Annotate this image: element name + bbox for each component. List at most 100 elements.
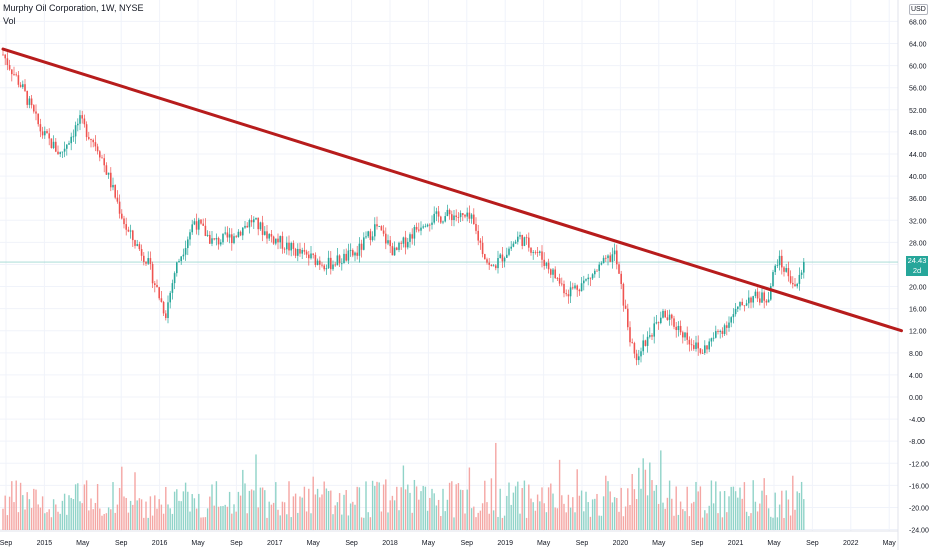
volume-bar [787, 499, 790, 530]
candle-body [541, 251, 543, 260]
time-tick-label: Sep [806, 540, 819, 547]
symbol-title[interactable]: Murphy Oil Corporation, 1W, NYSE [3, 3, 144, 13]
volume-bar [239, 495, 242, 530]
volume-bar [796, 491, 798, 530]
volume-bar [187, 491, 189, 530]
candle-body [343, 253, 345, 264]
volume-bar [404, 489, 407, 530]
volume-bar [644, 469, 647, 530]
volume-bar [101, 515, 103, 530]
trendline[interactable] [1, 47, 903, 333]
volume-bar [686, 486, 688, 530]
candle-body [345, 253, 347, 261]
candle-body [748, 297, 750, 304]
candle-body [708, 341, 710, 350]
volume-bar [701, 517, 704, 530]
volume-bar [193, 498, 196, 530]
volume-bar [286, 514, 288, 530]
volume-bar [198, 493, 200, 530]
volume-bar [123, 496, 125, 530]
volume-bar [41, 496, 44, 530]
candle-body [649, 335, 651, 337]
candle-body [149, 258, 152, 264]
candle-body [382, 230, 385, 234]
volume-bar [627, 488, 629, 530]
volume-bar [770, 516, 772, 530]
currency-label[interactable]: USD [909, 4, 928, 15]
volume-bar [563, 503, 565, 530]
candle-body [77, 123, 79, 126]
candle-body [583, 280, 585, 284]
time-tick-label: 2020 [613, 540, 629, 547]
volume-bar [68, 495, 70, 530]
volume-bar [671, 498, 673, 530]
volume-bar [635, 499, 638, 530]
candle-body [118, 201, 121, 214]
volume-bar [371, 480, 374, 530]
candle-body [301, 250, 303, 254]
candle-body [772, 272, 774, 287]
price-axis[interactable]: 68.00 64.00 60.00 56.00 52.00 48.00 44.00 40.00… [909, 19, 929, 534]
candle-body [283, 248, 286, 250]
candle-body [640, 351, 642, 357]
candle-body [165, 313, 167, 319]
candle-body [613, 250, 616, 255]
candle-body [721, 330, 724, 334]
candle-body [72, 136, 75, 138]
trendline-segment[interactable] [1, 47, 903, 333]
volume-bar [365, 481, 367, 530]
candle-body [319, 260, 321, 265]
price-tick-label: 8.00 [909, 351, 923, 358]
volume-bar [673, 515, 675, 530]
volume-bar [8, 496, 11, 530]
candle-body [99, 151, 101, 158]
candle-body [783, 267, 785, 272]
candle-body [523, 237, 526, 246]
candle-body [484, 254, 486, 260]
volume-bar [70, 497, 72, 530]
volume-bar [772, 517, 774, 530]
time-axis[interactable]: Sep 2015 May Sep 2016 May Sep 2017 May Sep 2018 May… [0, 540, 896, 547]
candle-body [112, 184, 114, 188]
candle-body [55, 141, 57, 152]
candle-body [121, 213, 123, 219]
volume-bar [81, 503, 83, 530]
candle-body [499, 254, 501, 259]
price-tick-label: 32.00 [909, 218, 927, 225]
candle-body [543, 259, 545, 266]
volume-bar [585, 491, 587, 530]
candle-body [444, 216, 446, 222]
volume-indicator-label[interactable]: Vol [3, 16, 16, 26]
candle-body [272, 236, 275, 244]
volume-bar [679, 501, 682, 530]
volume-bar [726, 512, 728, 530]
candle-body [187, 239, 189, 249]
candle-body [765, 300, 768, 303]
candle-body [123, 218, 125, 225]
candle-body [475, 223, 477, 231]
volume-bar [325, 488, 328, 530]
candle-body [741, 301, 743, 306]
volume-bar [206, 508, 209, 530]
volume-bar [561, 495, 563, 530]
candle-body [255, 217, 257, 220]
candle-body [479, 240, 482, 243]
volume-bar [235, 511, 237, 530]
candle-body [101, 157, 103, 159]
candle-body [374, 224, 376, 237]
volume-bar [495, 442, 497, 530]
volume-bar [690, 503, 693, 530]
candle-body [127, 229, 130, 232]
volume-bar [462, 490, 464, 530]
volume-bar [583, 511, 585, 530]
volume-bar [750, 513, 752, 530]
candle-body [602, 257, 605, 264]
candles [2, 50, 805, 366]
candle-body [695, 342, 697, 349]
volume-bar [283, 502, 286, 530]
candle-body [477, 230, 479, 241]
candle-body [686, 332, 688, 340]
candle-body [770, 286, 772, 300]
